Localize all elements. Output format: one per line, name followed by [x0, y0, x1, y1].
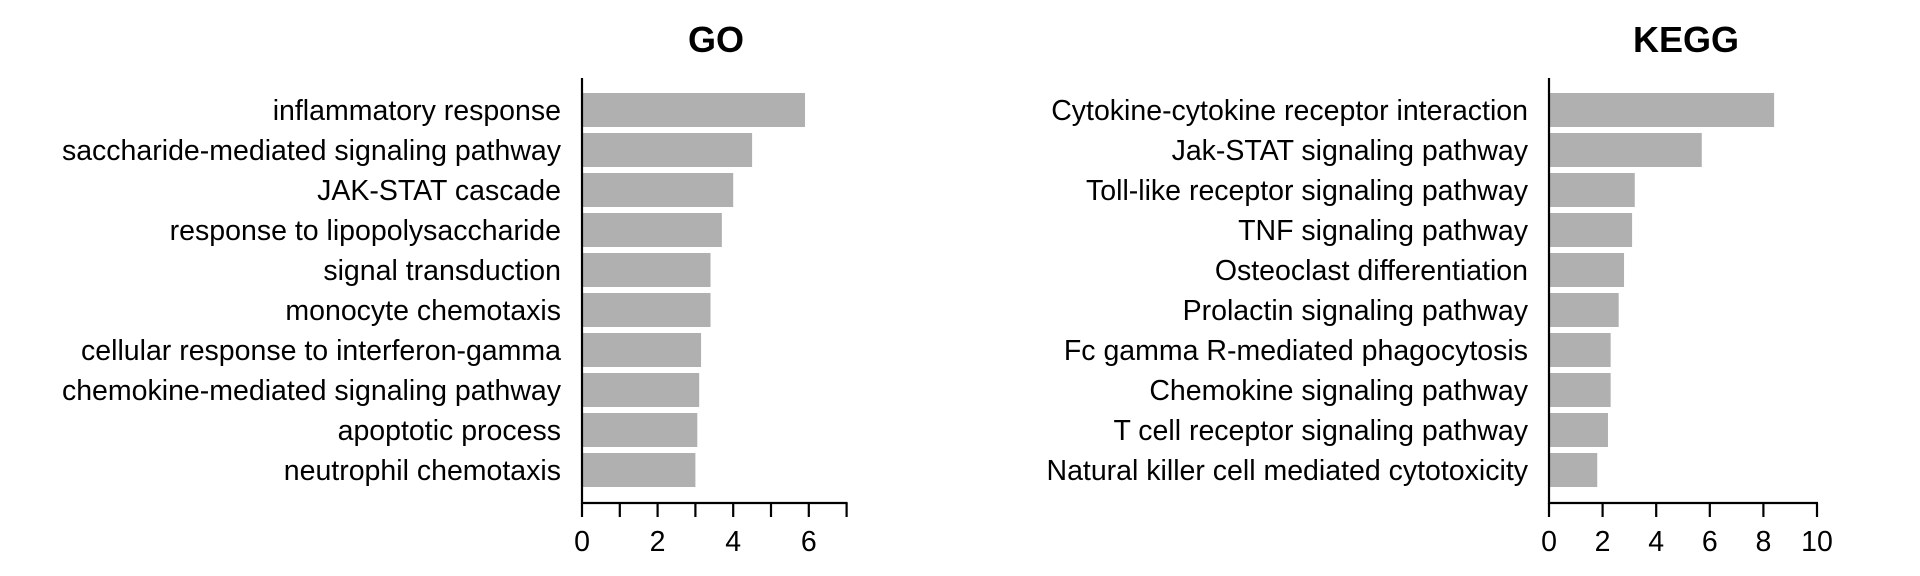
kegg-category-label: Prolactin signaling pathway [1183, 295, 1529, 327]
go-bar [582, 173, 734, 207]
go-x-tick-label: 0 [574, 526, 590, 558]
kegg-bar [1549, 373, 1611, 407]
go-bar [582, 413, 698, 447]
go-bar [582, 253, 711, 287]
go-category-labels: inflammatory response saccharide-mediated… [62, 95, 562, 487]
kegg-bar [1549, 413, 1608, 447]
go-x-tick-label: 2 [650, 526, 666, 558]
go-bars [582, 93, 806, 487]
go-bar [582, 133, 753, 167]
kegg-x-tick-label: 8 [1755, 526, 1771, 558]
go-chart-title: GO [688, 19, 744, 60]
go-category-label: JAK-STAT cascade [317, 175, 561, 207]
kegg-x-tick-label: 4 [1648, 526, 1664, 558]
go-chart-panel: GO inflammatory response saccharide-media… [62, 19, 848, 558]
kegg-category-label: T cell receptor signaling pathway [1113, 415, 1528, 447]
kegg-bar [1549, 213, 1633, 247]
go-category-label: saccharide-mediated signaling pathway [62, 135, 562, 167]
go-bar [582, 453, 696, 487]
go-category-label: response to lipopolysaccharide [170, 215, 561, 247]
go-bar [582, 93, 806, 127]
kegg-bar [1549, 93, 1775, 127]
kegg-category-label: Cytokine-cytokine receptor interaction [1051, 95, 1528, 127]
go-category-label: monocyte chemotaxis [285, 295, 561, 327]
kegg-bars [1549, 93, 1775, 487]
go-category-label: chemokine-mediated signaling pathway [62, 375, 562, 407]
go-category-label: cellular response to interferon-gamma [81, 335, 561, 367]
kegg-bar [1549, 253, 1625, 287]
kegg-bar [1549, 133, 1702, 167]
kegg-category-label: Jak-STAT signaling pathway [1172, 135, 1529, 167]
kegg-category-label: Fc gamma R-mediated phagocytosis [1064, 335, 1528, 367]
kegg-category-label: TNF signaling pathway [1238, 215, 1529, 247]
go-bar [582, 213, 722, 247]
go-axes: 0 2 4 6 [574, 78, 848, 558]
kegg-category-label: Natural killer cell mediated cytotoxicit… [1046, 455, 1528, 487]
kegg-x-tick-label: 2 [1595, 526, 1611, 558]
kegg-category-label: Osteoclast differentiation [1215, 255, 1528, 287]
kegg-x-tick-label: 10 [1801, 526, 1833, 558]
go-category-label: neutrophil chemotaxis [284, 455, 561, 487]
go-x-tick-label: 4 [725, 526, 741, 558]
go-bar [582, 373, 700, 407]
kegg-x-tick-label: 0 [1541, 526, 1557, 558]
kegg-x-tick-label: 6 [1702, 526, 1718, 558]
kegg-category-label: Chemokine signaling pathway [1149, 375, 1528, 407]
kegg-bar [1549, 453, 1598, 487]
go-bar [582, 333, 702, 367]
kegg-category-labels: Cytokine-cytokine receptor interaction Ja… [1046, 95, 1528, 487]
go-category-label: inflammatory response [273, 95, 561, 127]
kegg-chart-panel: KEGG Cytokine-cytokine receptor interact… [1046, 19, 1832, 558]
kegg-bar [1549, 173, 1635, 207]
kegg-axes: 0 2 4 6 8 10 [1541, 78, 1833, 558]
go-bar [582, 293, 711, 327]
kegg-bar [1549, 333, 1611, 367]
go-category-label: apoptotic process [338, 415, 561, 447]
go-category-label: signal transduction [323, 255, 561, 287]
go-x-tick-label: 6 [801, 526, 817, 558]
kegg-bar [1549, 293, 1619, 327]
kegg-category-label: Toll-like receptor signaling pathway [1086, 175, 1529, 207]
kegg-chart-title: KEGG [1633, 19, 1739, 60]
